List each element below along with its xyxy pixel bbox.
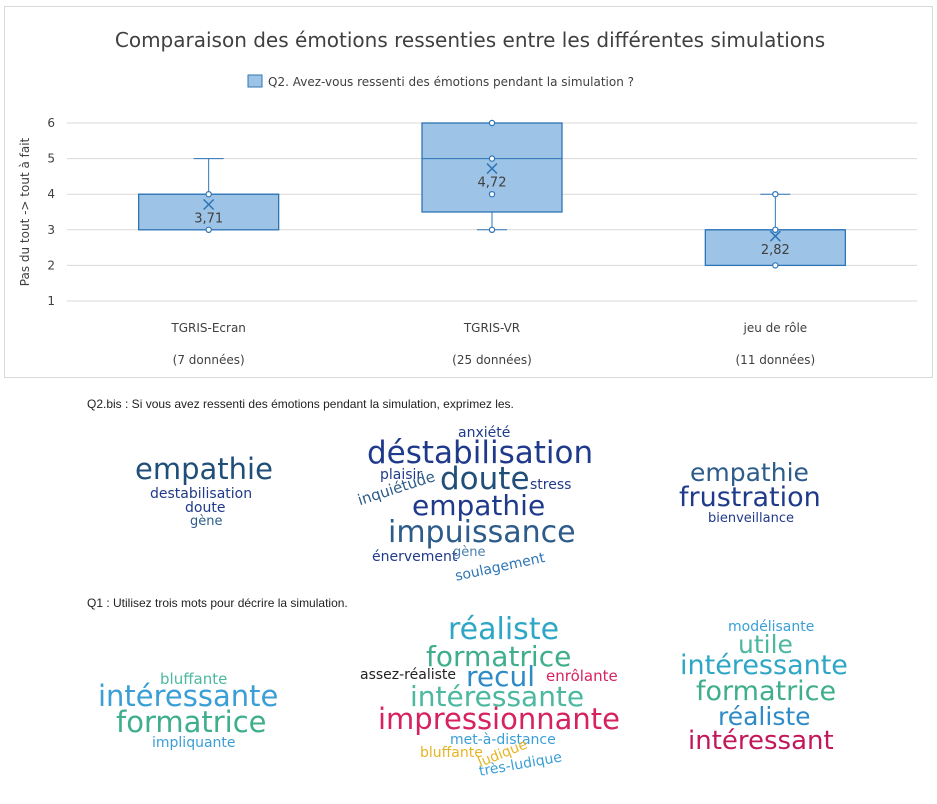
- cloud-word: réaliste: [718, 702, 811, 731]
- data-point: [772, 262, 779, 269]
- data-point: [488, 190, 496, 198]
- box-plot-chart: Comparaison des émotions ressenties entr…: [18, 28, 917, 367]
- data-point: [772, 226, 779, 233]
- cloud-word: impuissance: [388, 515, 576, 550]
- y-tick-label: 6: [47, 116, 55, 130]
- cloud-word: recul: [466, 660, 536, 693]
- cloud-word: frustration: [679, 482, 821, 513]
- cloud-word: intéressante: [410, 680, 585, 713]
- x-tick-label: TGRIS-Ecran: [170, 321, 246, 335]
- x-tick-label: TGRIS-VR: [463, 321, 520, 335]
- cloud-word: bluffante: [160, 670, 228, 688]
- word-cloud-q2bis-2: anxiété déstabilisation plaisir doute st…: [350, 422, 620, 587]
- cloud-word: gène: [453, 545, 486, 560]
- cloud-word: empathie: [690, 458, 809, 487]
- cloud-word: doute: [185, 500, 226, 516]
- y-tick-label: 5: [47, 152, 55, 166]
- cloud-word: utile: [738, 630, 793, 659]
- q2bis-label: Q2.bis : Si vous avez ressenti des émoti…: [87, 397, 514, 411]
- cloud-word: impressionnante: [378, 702, 620, 736]
- chart-title: Comparaison des émotions ressenties entr…: [115, 28, 825, 52]
- word-cloud-q2bis-1: empathie destabilisation doute gène: [110, 455, 310, 545]
- cloud-word: stress: [530, 477, 572, 493]
- cloud-word: modélisante: [728, 619, 815, 635]
- cloud-word: assez-réaliste: [360, 667, 456, 683]
- cloud-word: bluffante: [420, 745, 483, 761]
- data-point: [772, 190, 779, 198]
- cloud-word: formatrice: [696, 676, 837, 707]
- cloud-word: plaisir: [380, 467, 423, 483]
- cloud-word: enrôlante: [546, 667, 618, 685]
- mean-label: 3,71: [194, 212, 223, 227]
- mean-label: 4,72: [478, 176, 507, 191]
- data-point: [488, 119, 496, 127]
- mean-marker: [203, 198, 215, 211]
- data-point: [205, 226, 212, 233]
- q1-label: Q1 : Utilisez trois mots pour décrire la…: [87, 596, 348, 610]
- legend-label: Q2. Avez-vous ressenti des émotions pend…: [268, 75, 634, 89]
- cloud-word: empathie: [412, 489, 546, 522]
- legend-swatch: [247, 74, 263, 88]
- y-tick-label: 4: [47, 187, 55, 201]
- cloud-word: intéressante: [98, 679, 279, 713]
- word-cloud-q1-3: modélisante utile intéressante formatric…: [678, 618, 878, 763]
- cloud-word: empathie: [135, 452, 273, 486]
- cloud-word: impliquante: [152, 735, 236, 751]
- cloud-word: doute: [440, 461, 530, 497]
- cloud-word: déstabilisation: [367, 435, 594, 471]
- cloud-word: gène: [190, 514, 223, 529]
- y-tick-label: 2: [47, 258, 55, 272]
- data-point: [488, 226, 496, 233]
- cloud-word: destabilisation: [150, 486, 253, 502]
- chart-panel: Comparaison des émotions ressenties entr…: [4, 6, 933, 378]
- word-cloud-q1-1: bluffante intéressante formatrice impliq…: [96, 672, 316, 762]
- word-cloud-q1-2: réaliste formatrice assez-réaliste recul…: [358, 615, 648, 795]
- cloud-word: formatrice: [426, 640, 572, 673]
- cloud-word: bienveillance: [708, 511, 794, 526]
- word-cloud-q2bis-3: empathie frustration bienveillance: [676, 460, 856, 530]
- cloud-word: énervement: [372, 549, 458, 565]
- cloud-word: anxiété: [458, 425, 511, 441]
- cloud-word: formatrice: [116, 705, 267, 739]
- cloud-word: intéressant: [688, 726, 834, 756]
- x-tick-sublabel: (25 données): [452, 353, 532, 367]
- cloud-word: réaliste: [448, 612, 560, 647]
- cloud-word: met-à-distance: [450, 732, 556, 748]
- data-point: [205, 190, 212, 198]
- mean-marker: [769, 230, 781, 242]
- x-tick-sublabel: (7 données): [173, 353, 245, 367]
- x-tick-sublabel: (11 données): [736, 353, 816, 367]
- x-tick-label: jeu de rôle: [742, 321, 807, 335]
- data-point: [488, 155, 496, 162]
- y-tick-label: 1: [47, 294, 55, 308]
- box: [421, 122, 563, 213]
- cloud-word: intéressante: [680, 650, 848, 681]
- mean-marker: [486, 163, 498, 175]
- y-axis-label: Pas du tout -> tout à fait: [18, 137, 32, 286]
- mean-label: 2,82: [761, 243, 790, 258]
- y-tick-label: 3: [47, 223, 55, 237]
